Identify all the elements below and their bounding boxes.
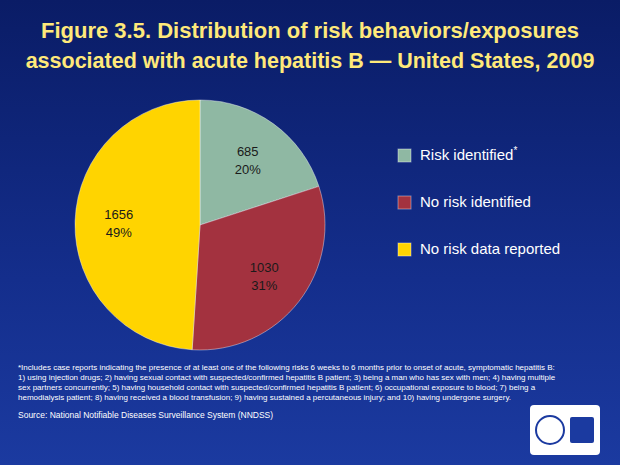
- count-label: 685: [237, 144, 259, 159]
- title: Figure 3.5. Distribution of risk behavio…: [41, 18, 579, 43]
- count-label: 1030: [250, 260, 279, 275]
- pie-slice: [75, 100, 200, 350]
- legend-label: No risk data reported: [420, 240, 560, 257]
- footnote: sex partners concurrently; 5) having hou…: [18, 383, 536, 392]
- logo-seal: [536, 416, 564, 444]
- footnote: 1) using injection drugs; 2) having sexu…: [18, 373, 556, 382]
- legend-label: No risk identified: [420, 193, 531, 210]
- legend-swatch: [398, 243, 411, 256]
- legend-label: Risk identified*: [420, 145, 517, 163]
- title: associated with acute hepatitis B — Unit…: [26, 49, 595, 73]
- logo-mark: [570, 417, 594, 443]
- legend-swatch: [398, 196, 411, 209]
- data-label: 49%: [106, 225, 132, 240]
- legend: Risk identified* No risk identified No ris…: [398, 145, 560, 257]
- background: [0, 0, 620, 465]
- data-label: 20%: [235, 162, 261, 177]
- logo-box: [530, 405, 600, 455]
- legend-swatch: [398, 149, 411, 162]
- pie: [75, 100, 325, 350]
- pie-slice: [192, 186, 325, 350]
- logo: [530, 405, 600, 455]
- source: Source: National Notifiable Diseases Sur…: [18, 410, 273, 420]
- data-labels: 685 20% 1030 31% 1656 49%: [104, 144, 278, 293]
- footnote: hemodialysis patient; 8) having received…: [18, 393, 511, 402]
- data-label: 31%: [251, 278, 277, 293]
- count-label: 1656: [104, 207, 133, 222]
- footnote: *Includes case reports indicating the pr…: [18, 363, 555, 372]
- chart: Figure 3.5. Distribution of risk behavio…: [0, 0, 620, 465]
